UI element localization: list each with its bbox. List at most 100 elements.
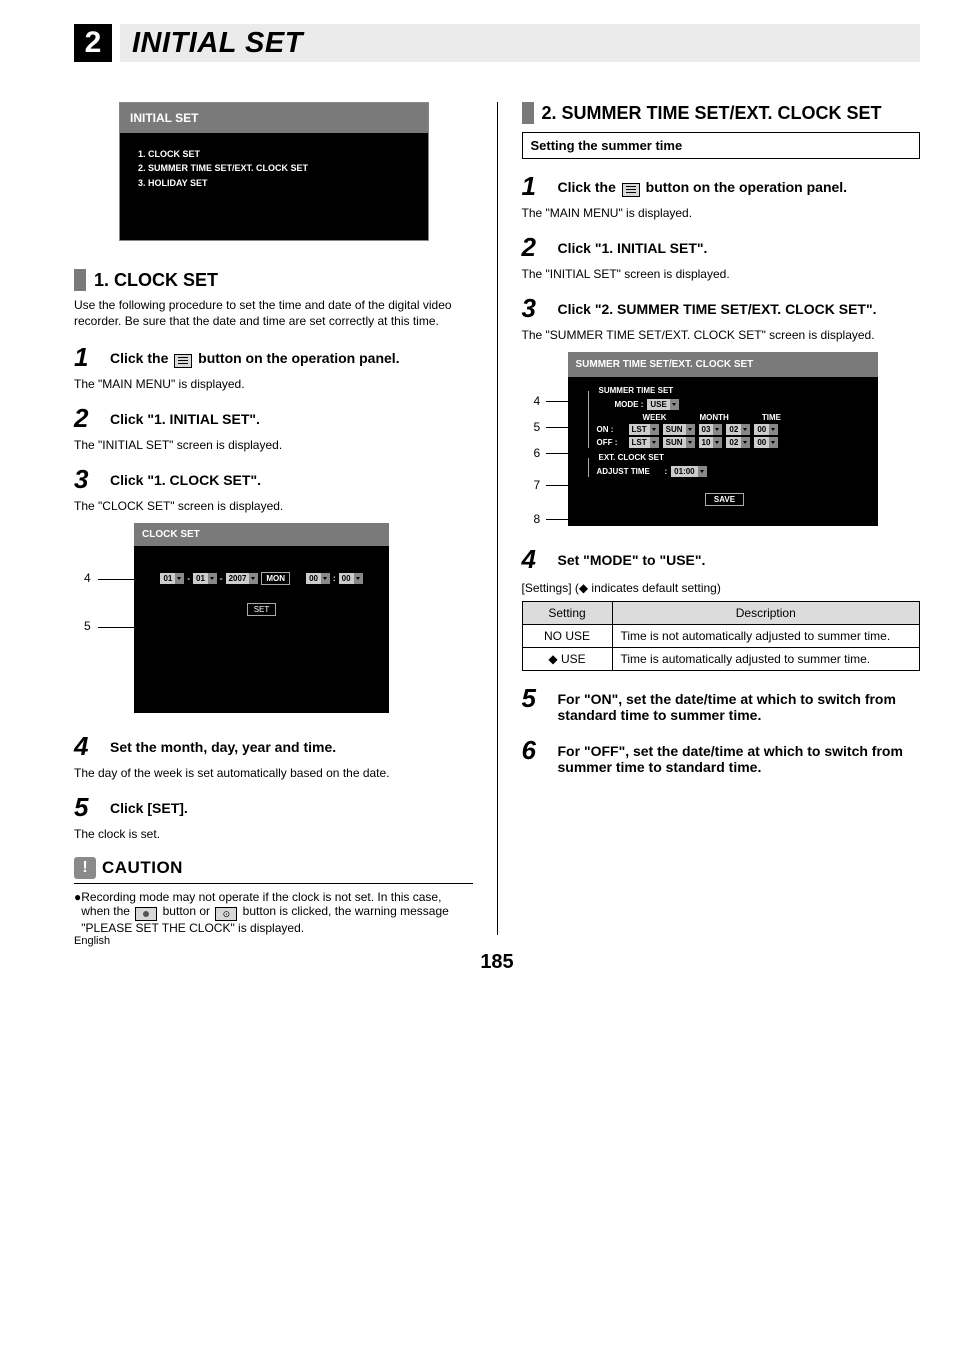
menu-icon: [622, 183, 640, 197]
step-number: 4: [74, 731, 110, 762]
step-number: 3: [522, 293, 558, 324]
td-setting: NO USE: [522, 625, 612, 648]
minute-value: 00: [339, 573, 354, 584]
menu-item: 1. CLOCK SET: [138, 147, 410, 161]
dropdown-arrow-icon: [698, 466, 707, 477]
set-button: SET: [247, 603, 277, 616]
off-min: 00: [754, 437, 769, 448]
section-1-intro: Use the following procedure to set the t…: [74, 297, 473, 329]
page-title: INITIAL SET: [120, 24, 920, 62]
off-day: SUN: [663, 437, 686, 448]
step-2-text: Click "1. INITIAL SET".: [110, 403, 473, 434]
step-number: 5: [74, 792, 110, 823]
step-number: 1: [74, 342, 110, 373]
caution-icon: !: [74, 857, 96, 879]
right-column: 2. SUMMER TIME SET/EXT. CLOCK SET Settin…: [522, 102, 921, 935]
dropdown-arrow-icon: [769, 437, 778, 448]
on-hour: 02: [726, 424, 741, 435]
summer-group1: SUMMER TIME SET: [597, 386, 676, 395]
month-value: 01: [160, 573, 175, 584]
step-2-sub: The "INITIAL SET" screen is displayed.: [74, 438, 473, 452]
mode-label: MODE :: [615, 400, 644, 409]
menu-icon: [174, 354, 192, 368]
clock-title: CLOCK SET: [134, 523, 389, 546]
r-step-3-sub: The "SUMMER TIME SET/EXT. CLOCK SET" scr…: [522, 328, 921, 342]
r-step-6-text: For "OFF", set the date/time at which to…: [558, 735, 921, 775]
step-5-sub: The clock is set.: [74, 827, 473, 841]
initial-set-menu-screenshot: INITIAL SET 1. CLOCK SET 2. SUMMER TIME …: [119, 102, 429, 241]
summer-callouts: 4 5 6 7 8: [534, 394, 583, 526]
settings-table: Setting Description NO USE Time is not a…: [522, 601, 921, 671]
step-4-text: Set the month, day, year and time.: [110, 731, 473, 762]
on-label: ON :: [597, 425, 625, 434]
section-1-heading: 1. CLOCK SET: [74, 269, 473, 291]
r-step-3-text: Click "2. SUMMER TIME SET/EXT. CLOCK SET…: [558, 293, 921, 324]
dropdown-arrow-icon: [686, 424, 695, 435]
menu-item: 3. HOLIDAY SET: [138, 176, 410, 190]
dropdown-arrow-icon: [769, 424, 778, 435]
r-step-1-text: Click the button on the operation panel.: [558, 171, 921, 202]
adjust-label: ADJUST TIME: [597, 467, 661, 476]
dropdown-arrow-icon: [354, 573, 363, 584]
summer-group2: EXT. CLOCK SET: [597, 453, 666, 462]
summer-title: SUMMER TIME SET/EXT. CLOCK SET: [568, 352, 878, 377]
on-day: SUN: [663, 424, 686, 435]
step-1-sub: The "MAIN MENU" is displayed.: [74, 377, 473, 391]
menu-title: INITIAL SET: [120, 103, 428, 133]
step-1-text: Click the button on the operation panel.: [110, 342, 473, 373]
dropdown-arrow-icon: [321, 573, 330, 584]
left-column: INITIAL SET 1. CLOCK SET 2. SUMMER TIME …: [74, 102, 473, 935]
timer-record-icon: ⊙: [215, 907, 237, 921]
on-week: LST: [629, 424, 650, 435]
step-number: 2: [74, 403, 110, 434]
off-month: 10: [699, 437, 714, 448]
step-5-text: Click [SET].: [110, 792, 473, 823]
col-time: TIME: [762, 413, 781, 422]
dropdown-arrow-icon: [249, 573, 258, 584]
save-button: SAVE: [705, 493, 744, 506]
r-step-2-text: Click "1. INITIAL SET".: [558, 232, 921, 263]
menu-item: 2. SUMMER TIME SET/EXT. CLOCK SET: [138, 161, 410, 175]
off-label: OFF :: [597, 438, 625, 447]
dropdown-arrow-icon: [713, 437, 722, 448]
callout-4: 4: [84, 571, 91, 585]
year-value: 2007: [226, 573, 250, 584]
step-3-text: Click "1. CLOCK SET".: [110, 464, 473, 495]
col-week: WEEK: [643, 413, 667, 422]
hour-value: 00: [306, 573, 321, 584]
r-step-1-sub: The "MAIN MENU" is displayed.: [522, 206, 921, 220]
section-2-heading: 2. SUMMER TIME SET/EXT. CLOCK SET: [522, 102, 921, 124]
caution-label: CAUTION: [102, 858, 183, 878]
off-hour: 02: [726, 437, 741, 448]
chapter-number: 2: [74, 24, 112, 62]
td-desc: Time is not automatically adjusted to su…: [612, 625, 920, 648]
dow-value: MON: [261, 572, 290, 585]
r-step-5-text: For "ON", set the date/time at which to …: [558, 683, 921, 723]
step-number: 2: [522, 232, 558, 263]
caution-text: ● Recording mode may not operate if the …: [74, 890, 473, 936]
th-desc: Description: [612, 602, 920, 625]
mode-value: USE: [647, 399, 669, 410]
col-month: MONTH: [700, 413, 729, 422]
step-3-sub: The "CLOCK SET" screen is displayed.: [74, 499, 473, 513]
td-desc: Time is automatically adjusted to summer…: [612, 648, 920, 671]
subheader: Setting the summer time: [522, 132, 921, 159]
step-number: 3: [74, 464, 110, 495]
on-month: 03: [699, 424, 714, 435]
r-step-4-text: Set "MODE" to "USE".: [558, 544, 921, 575]
summer-time-screenshot: SUMMER TIME SET/EXT. CLOCK SET SUMMER TI…: [568, 352, 878, 526]
dropdown-arrow-icon: [741, 437, 750, 448]
off-week: LST: [629, 437, 650, 448]
adjust-value: 01:00: [671, 466, 697, 477]
callout-5: 5: [84, 619, 91, 633]
step-number: 5: [522, 683, 558, 723]
td-setting: ◆ USE: [522, 648, 612, 671]
settings-note: [Settings] (◆ indicates default setting): [522, 581, 921, 595]
step-4-sub: The day of the week is set automatically…: [74, 766, 473, 780]
th-setting: Setting: [522, 602, 612, 625]
chapter-title-bar: 2 INITIAL SET: [74, 24, 920, 62]
r-step-2-sub: The "INITIAL SET" screen is displayed.: [522, 267, 921, 281]
dropdown-arrow-icon: [670, 399, 679, 410]
dropdown-arrow-icon: [713, 424, 722, 435]
record-icon: [135, 907, 157, 921]
